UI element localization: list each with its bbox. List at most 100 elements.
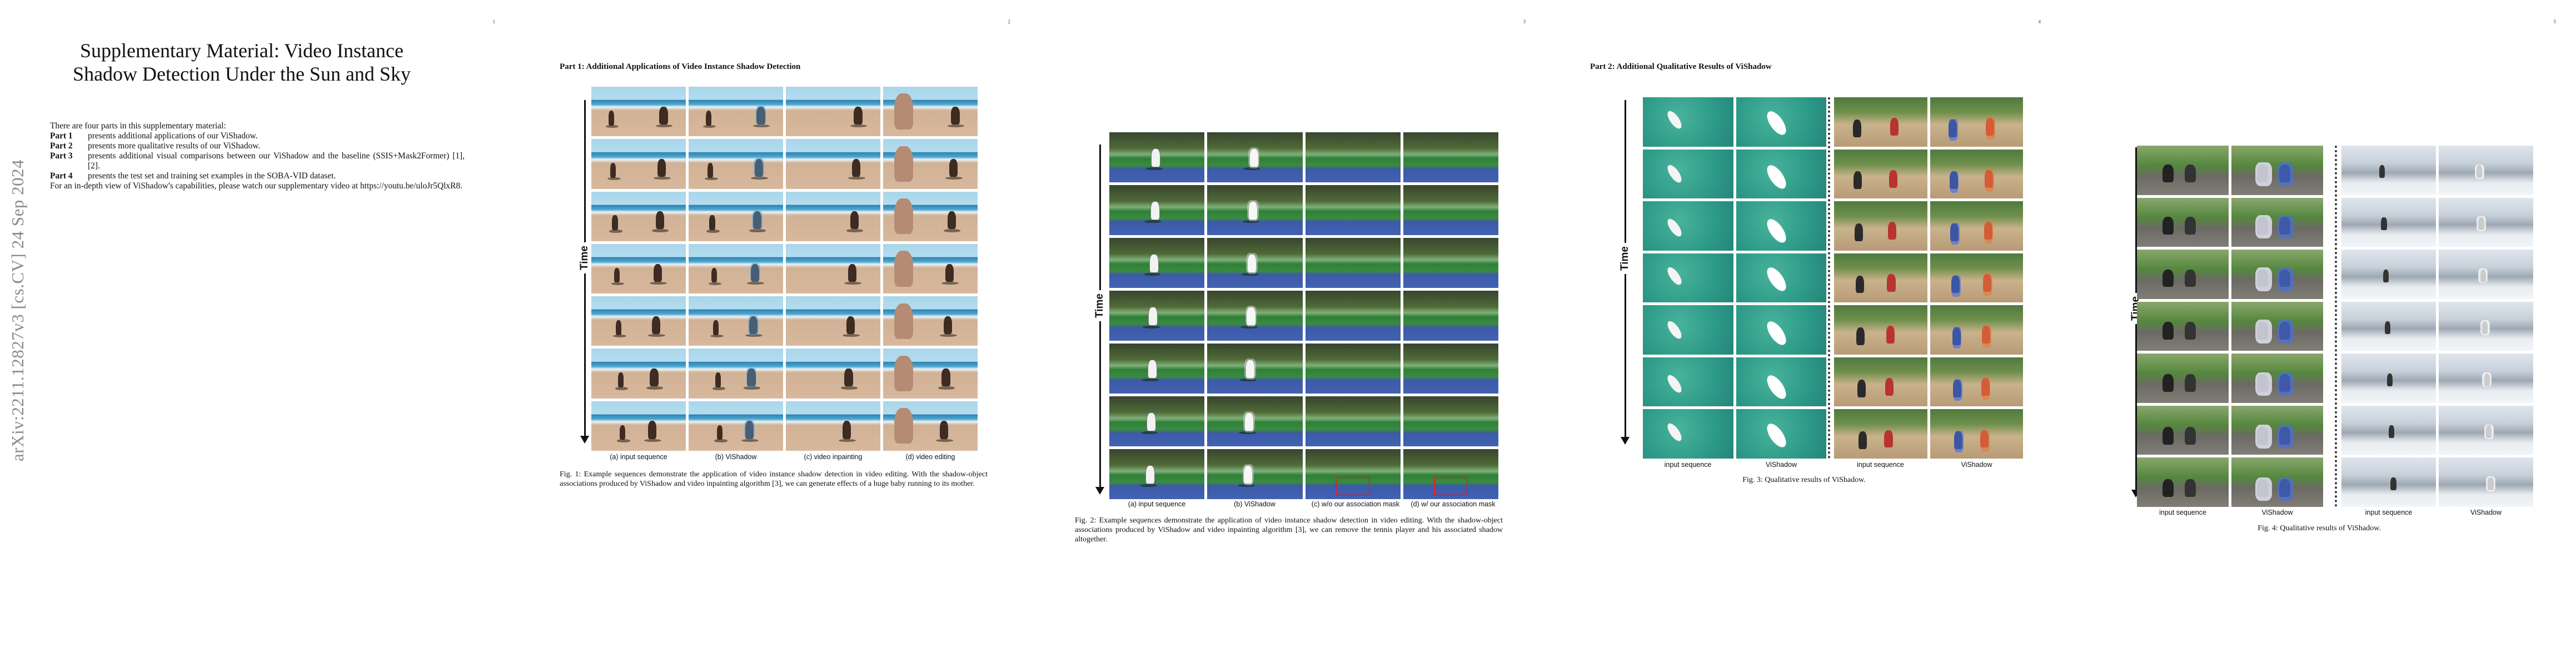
- person-figure: [1855, 275, 1864, 293]
- person-figure: [894, 303, 914, 339]
- person-figure: [705, 110, 711, 126]
- person-shadow: [648, 334, 665, 337]
- person-shadow: [749, 229, 766, 232]
- time-axis: Time: [576, 100, 593, 444]
- frame-thumbnail: [1403, 185, 1498, 235]
- frame-thumbnail: [1834, 253, 1927, 303]
- person-figure: [2163, 374, 2174, 392]
- figure-2-grid: [1109, 132, 1498, 499]
- surfboard: [1763, 216, 1790, 246]
- person-figure: [1149, 253, 1159, 273]
- surfboard: [1763, 372, 1790, 402]
- person-figure: [610, 163, 616, 178]
- surfboard: [1665, 318, 1685, 341]
- mask-overlay: [748, 315, 759, 335]
- mask-overlay: [1982, 325, 1992, 348]
- column-label: (b) ViShadow: [1234, 500, 1275, 508]
- surfboard: [1763, 162, 1790, 192]
- person-figure: [2385, 321, 2391, 335]
- frame-thumbnail: [2341, 301, 2436, 351]
- person-figure: [843, 421, 851, 439]
- page-4: 4 Part 2: Additional Qualitative Results…: [1546, 0, 2061, 667]
- mask-overlay: [1247, 200, 1259, 221]
- part-text: presents additional applications of our …: [88, 131, 258, 141]
- person-shadow: [839, 439, 856, 442]
- person-shadow: [846, 229, 864, 232]
- mask-overlay: [2482, 372, 2492, 387]
- frame-thumbnail: [591, 139, 686, 189]
- person-shadow: [644, 439, 661, 442]
- mask-overlay: [2277, 425, 2294, 449]
- frame-thumbnail: [1736, 409, 1826, 459]
- frame-thumbnail: [1109, 344, 1205, 394]
- frame-thumbnail: [1643, 305, 1733, 355]
- frame-thumbnail: [1643, 201, 1733, 251]
- mask-overlay: [746, 367, 757, 388]
- frame-thumbnail: [883, 349, 978, 399]
- frame-thumbnail: [2137, 354, 2229, 403]
- person-figure: [1147, 359, 1157, 379]
- person-figure: [949, 158, 958, 177]
- person-shadow: [615, 387, 629, 390]
- person-figure: [1852, 119, 1861, 137]
- person-figure: [755, 158, 764, 177]
- mask-overlay: [1245, 306, 1257, 327]
- person-shadow: [844, 281, 861, 285]
- person-figure: [1884, 430, 1893, 448]
- person-figure: [612, 215, 618, 231]
- person-figure: [1853, 171, 1862, 190]
- frame-thumbnail: [1403, 132, 1498, 182]
- person-figure: [745, 421, 754, 439]
- frame-thumbnail: [689, 243, 783, 294]
- person-figure: [846, 316, 855, 334]
- page-5: 5 Time input sequence ViShadow input seq…: [2061, 0, 2576, 667]
- person-figure: [756, 106, 765, 125]
- mask-overlay: [2277, 215, 2294, 239]
- frame-thumbnail: [1736, 305, 1826, 355]
- person-shadow: [1240, 326, 1258, 329]
- frame-thumbnail: [2231, 405, 2323, 455]
- person-figure: [947, 211, 956, 230]
- person-shadow: [945, 177, 963, 180]
- figure-4-grid-left: [2137, 146, 2323, 507]
- page-2: 2 Part 1: Additional Applications of Vid…: [515, 0, 1030, 667]
- person-shadow: [646, 386, 664, 390]
- person-figure: [707, 163, 714, 178]
- frame-thumbnail: [1643, 149, 1733, 199]
- person-shadow: [1238, 431, 1256, 435]
- surfboard: [1665, 265, 1685, 287]
- person-shadow: [943, 229, 961, 232]
- column-label: ViShadow: [2261, 509, 2293, 516]
- person-figure: [1857, 379, 1866, 397]
- mask-overlay: [754, 158, 764, 178]
- person-shadow: [1142, 379, 1159, 382]
- person-shadow: [712, 387, 726, 390]
- person-figure: [654, 263, 662, 282]
- frame-thumbnail: [883, 401, 978, 451]
- person-shadow: [941, 281, 959, 285]
- divider: [1828, 97, 1830, 459]
- person-shadow: [1243, 167, 1261, 171]
- mask-overlay: [2277, 477, 2294, 501]
- frame-thumbnail: [786, 349, 880, 399]
- person-figure: [2163, 322, 2174, 340]
- part-item: Part 3 presents additional visual compari…: [50, 151, 465, 171]
- frame-thumbnail: [1109, 449, 1205, 499]
- frame-thumbnail: [1643, 409, 1733, 459]
- frame-thumbnail: [1930, 253, 2023, 303]
- column-label: input sequence: [2159, 509, 2206, 516]
- mask-overlay: [1949, 118, 1958, 141]
- person-shadow: [708, 282, 722, 285]
- frame-thumbnail: [2439, 146, 2533, 195]
- person-shadow: [843, 334, 860, 337]
- frame-thumbnail: [2439, 354, 2533, 403]
- frame-thumbnail: [1305, 344, 1401, 394]
- frame-thumbnail: [1403, 449, 1498, 499]
- person-figure: [747, 369, 756, 387]
- person-figure: [616, 320, 622, 335]
- person-shadow: [1145, 167, 1163, 171]
- person-shadow: [1241, 273, 1259, 276]
- frame-thumbnail: [1305, 396, 1401, 446]
- person-figure: [1150, 201, 1160, 220]
- figure-3-grid-right: [1834, 97, 2023, 459]
